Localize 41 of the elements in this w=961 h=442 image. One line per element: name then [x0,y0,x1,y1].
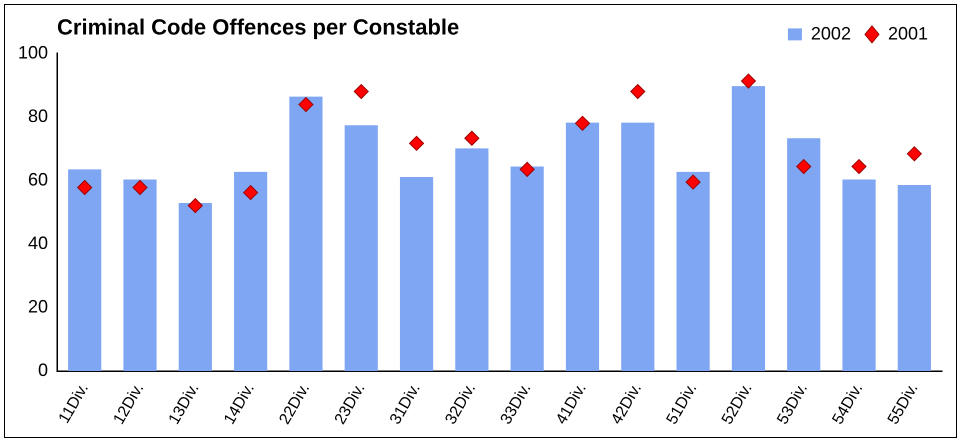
bar [178,203,212,372]
point [574,116,590,131]
bar [344,125,378,372]
legend-label: 2001 [888,23,928,44]
bar [289,96,323,372]
bar [732,86,766,372]
y-tick-label: 60 [28,169,48,190]
point [740,74,756,89]
point [686,174,701,190]
y-tick-label: 100 [18,42,48,62]
point [188,198,203,214]
chart-title: Criminal Code Offences per Constable [57,14,460,40]
point [630,84,646,100]
bar [898,184,931,372]
point [520,162,535,177]
y-tick-label: 20 [28,296,48,317]
bar [234,172,268,372]
bar [787,138,820,372]
y-tick-label: 80 [28,106,48,126]
y-tick-label: 40 [28,233,48,254]
point [409,136,424,151]
bar [566,122,600,372]
point [354,84,369,100]
point [132,180,148,195]
y-tick-label: 0 [38,360,48,380]
point [77,180,92,195]
bar [123,180,157,372]
point [852,159,867,174]
bar [455,148,488,372]
point [298,97,314,112]
bar [400,177,434,372]
point [464,130,480,146]
point [796,159,812,174]
bar [842,180,876,372]
legend-label: 2002 [810,23,851,44]
point [906,146,922,162]
bar [621,122,654,372]
bar [676,172,710,372]
point [243,185,258,200]
bar [510,166,544,372]
bar [68,169,102,372]
